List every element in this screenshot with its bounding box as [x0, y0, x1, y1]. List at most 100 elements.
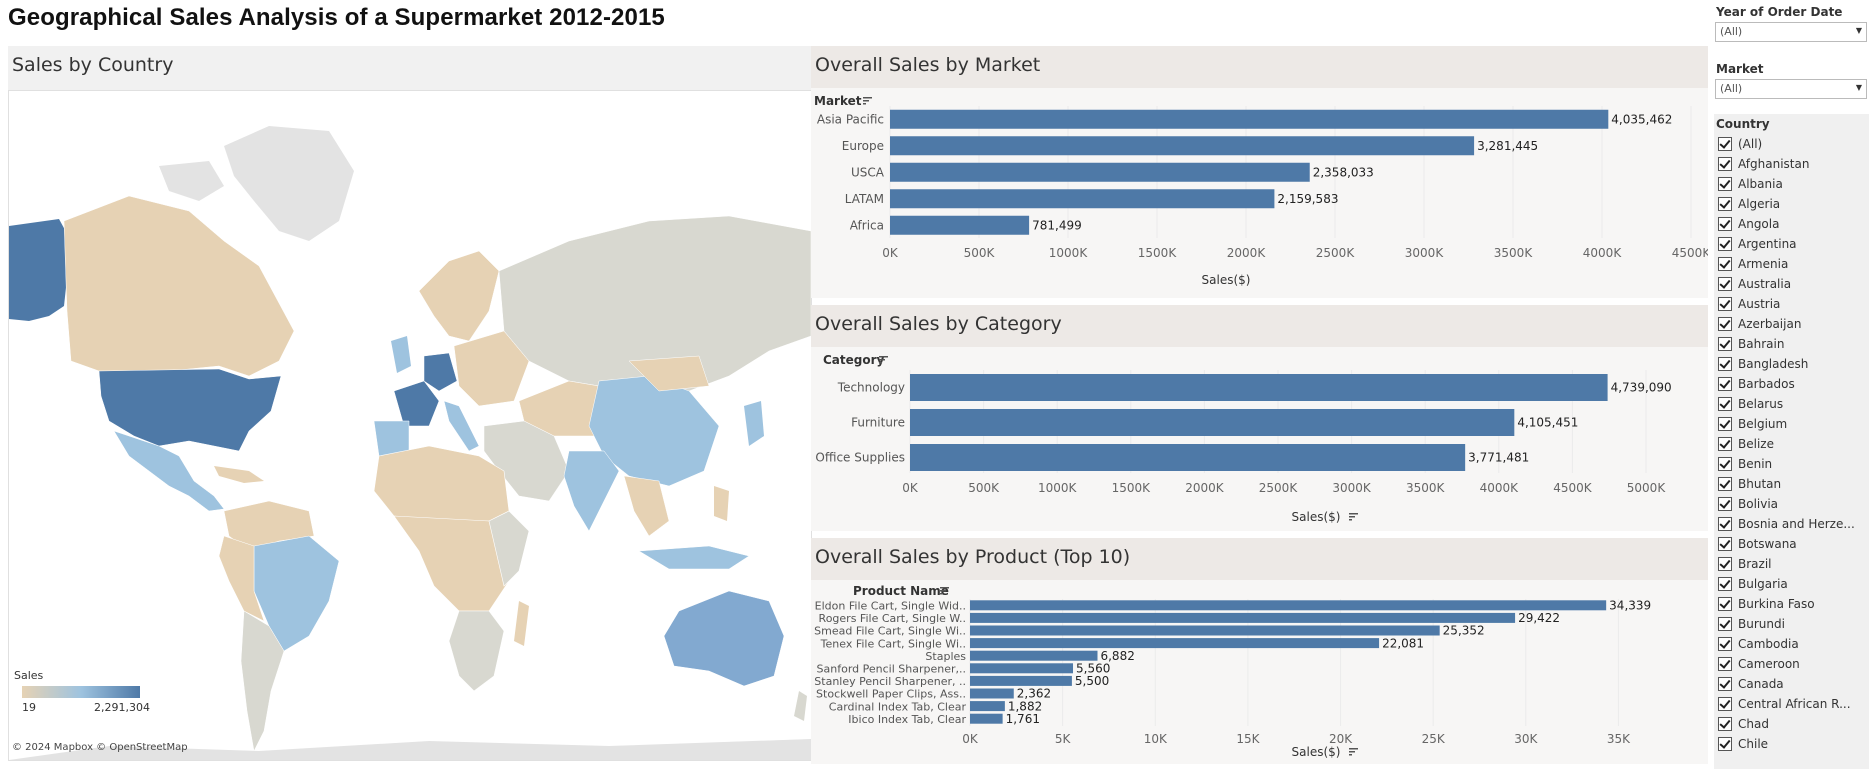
- map-legend-min: 19: [22, 701, 36, 714]
- checkbox-checked-icon[interactable]: [1718, 657, 1732, 671]
- checkbox-checked-icon[interactable]: [1718, 477, 1732, 491]
- checkbox-checked-icon[interactable]: [1718, 637, 1732, 651]
- checkbox-checked-icon[interactable]: [1718, 517, 1732, 531]
- category-label: Cardinal Index Tab, Clear: [829, 700, 967, 713]
- checkbox-checked-icon[interactable]: [1718, 697, 1732, 711]
- bar[interactable]: [890, 136, 1475, 156]
- checkbox-checked-icon[interactable]: [1718, 137, 1732, 151]
- country-item-20[interactable]: Botswana: [1718, 534, 1797, 554]
- country-item-10[interactable]: Bahrain: [1718, 334, 1784, 354]
- category-label: Sanford Pencil Sharpener,..: [817, 663, 966, 676]
- world-map[interactable]: Sales 19 2,291,304 © 2024 Mapbox © OpenS…: [8, 90, 812, 761]
- checkbox-checked-icon[interactable]: [1718, 677, 1732, 691]
- bar[interactable]: [910, 444, 1466, 471]
- country-item-18[interactable]: Bolivia: [1718, 494, 1778, 514]
- map-philippines: [714, 486, 729, 521]
- country-item-30[interactable]: Chile: [1718, 734, 1768, 754]
- country-item-4[interactable]: Angola: [1718, 214, 1779, 234]
- bar[interactable]: [970, 713, 1003, 724]
- bar[interactable]: [890, 215, 1030, 235]
- bar[interactable]: [890, 109, 1609, 129]
- country-item-13[interactable]: Belarus: [1718, 394, 1783, 414]
- country-item-16[interactable]: Benin: [1718, 454, 1772, 474]
- country-item-6[interactable]: Armenia: [1718, 254, 1788, 274]
- checkbox-checked-icon[interactable]: [1718, 217, 1732, 231]
- checkbox-checked-icon[interactable]: [1718, 557, 1732, 571]
- checkbox-checked-icon[interactable]: [1718, 357, 1732, 371]
- country-item-19[interactable]: Bosnia and Herze...: [1718, 514, 1855, 534]
- country-filter-list[interactable]: Country (All) Afghanistan Albania Algeria An…: [1714, 114, 1869, 769]
- bar[interactable]: [970, 701, 1005, 712]
- country-item-15[interactable]: Belize: [1718, 434, 1774, 454]
- map-canvas[interactable]: [9, 91, 812, 760]
- country-item-5[interactable]: Argentina: [1718, 234, 1797, 254]
- data-label: 34,339: [1609, 599, 1651, 613]
- market-bar-chart[interactable]: 0K 500K 1000K 1500K 2000K 2500K 3000K 3500K 4000…: [811, 88, 1711, 298]
- checkbox-checked-icon[interactable]: [1718, 157, 1732, 171]
- market-filter-dropdown[interactable]: (All) ▼: [1715, 79, 1867, 99]
- map-japan: [744, 401, 764, 446]
- country-item-25[interactable]: Cambodia: [1718, 634, 1799, 654]
- country-item-11[interactable]: Bangladesh: [1718, 354, 1808, 374]
- checkbox-checked-icon[interactable]: [1718, 317, 1732, 331]
- country-item-22[interactable]: Bulgaria: [1718, 574, 1788, 594]
- bar[interactable]: [970, 675, 1072, 686]
- bar[interactable]: [970, 612, 1516, 623]
- checkbox-checked-icon[interactable]: [1718, 737, 1732, 751]
- country-item-3[interactable]: Algeria: [1718, 194, 1780, 214]
- country-item-27[interactable]: Canada: [1718, 674, 1784, 694]
- map-alaska: [9, 219, 71, 321]
- country-item-28[interactable]: Central African R...: [1718, 694, 1851, 714]
- product-bar-chart[interactable]: 0K 5K 10K 15K 20K 25K 30K 35K Product Name Eldon …: [811, 580, 1708, 764]
- bar[interactable]: [970, 688, 1014, 699]
- checkbox-checked-icon[interactable]: [1718, 597, 1732, 611]
- checkbox-checked-icon[interactable]: [1718, 257, 1732, 271]
- country-item-9[interactable]: Azerbaijan: [1718, 314, 1801, 334]
- checkbox-checked-icon[interactable]: [1718, 397, 1732, 411]
- data-label: 5,500: [1075, 674, 1109, 688]
- checkbox-checked-icon[interactable]: [1718, 417, 1732, 431]
- category-bar-chart[interactable]: 0K 500K 1000K 1500K 2000K 2500K 3000K 3500K 4000…: [811, 347, 1708, 531]
- checkbox-checked-icon[interactable]: [1718, 577, 1732, 591]
- bar[interactable]: [910, 374, 1608, 401]
- country-item-2[interactable]: Albania: [1718, 174, 1783, 194]
- checkbox-checked-icon[interactable]: [1718, 437, 1732, 451]
- bar[interactable]: [970, 650, 1098, 661]
- country-item-21[interactable]: Brazil: [1718, 554, 1772, 574]
- country-item-label: (All): [1738, 137, 1763, 151]
- country-item-26[interactable]: Cameroon: [1718, 654, 1800, 674]
- country-item-23[interactable]: Burkina Faso: [1718, 594, 1815, 614]
- bar[interactable]: [970, 600, 1607, 611]
- checkbox-checked-icon[interactable]: [1718, 237, 1732, 251]
- checkbox-checked-icon[interactable]: [1718, 717, 1732, 731]
- bar[interactable]: [890, 162, 1310, 182]
- checkbox-checked-icon[interactable]: [1718, 497, 1732, 511]
- map-germany: [423, 352, 458, 392]
- map-attribution[interactable]: © 2024 Mapbox © OpenStreetMap: [12, 742, 188, 753]
- checkbox-checked-icon[interactable]: [1718, 297, 1732, 311]
- checkbox-checked-icon[interactable]: [1718, 277, 1732, 291]
- country-item-0[interactable]: (All): [1718, 134, 1762, 154]
- bar[interactable]: [970, 638, 1380, 649]
- bar[interactable]: [970, 663, 1074, 674]
- country-item-7[interactable]: Australia: [1718, 274, 1791, 294]
- year-filter-dropdown[interactable]: (All) ▼: [1715, 22, 1867, 42]
- checkbox-checked-icon[interactable]: [1718, 617, 1732, 631]
- checkbox-checked-icon[interactable]: [1718, 537, 1732, 551]
- country-item-14[interactable]: Belgium: [1718, 414, 1787, 434]
- country-item-29[interactable]: Chad: [1718, 714, 1769, 734]
- country-item-1[interactable]: Afghanistan: [1718, 154, 1809, 174]
- checkbox-checked-icon[interactable]: [1718, 197, 1732, 211]
- country-item-12[interactable]: Barbados: [1718, 374, 1795, 394]
- country-item-24[interactable]: Burundi: [1718, 614, 1785, 634]
- bar[interactable]: [890, 189, 1275, 209]
- x-tick-label: 3500K: [1494, 246, 1534, 260]
- checkbox-checked-icon[interactable]: [1718, 337, 1732, 351]
- checkbox-checked-icon[interactable]: [1718, 177, 1732, 191]
- checkbox-checked-icon[interactable]: [1718, 457, 1732, 471]
- bar[interactable]: [970, 625, 1440, 636]
- country-item-8[interactable]: Austria: [1718, 294, 1780, 314]
- country-item-17[interactable]: Bhutan: [1718, 474, 1781, 494]
- bar[interactable]: [910, 409, 1515, 436]
- checkbox-checked-icon[interactable]: [1718, 377, 1732, 391]
